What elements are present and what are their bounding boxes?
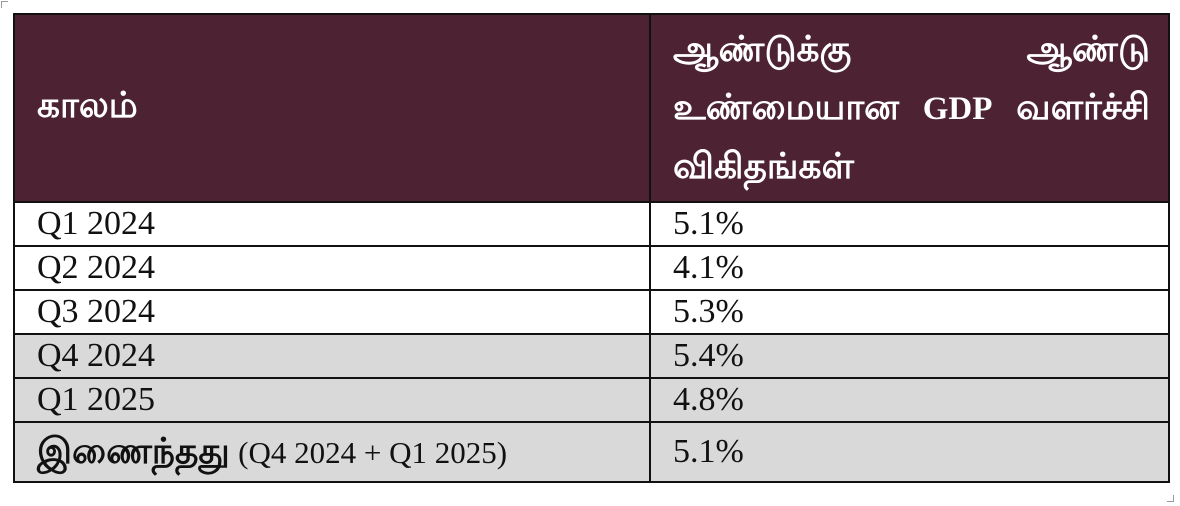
combined-label: இணைந்தது [37,430,230,472]
rate-cell: 4.8% [649,377,1170,423]
table-body: Q1 2024 5.1% Q2 2024 4.1% Q3 2024 5.3% Q… [13,201,1170,483]
header-rate-line3: வளர்ச்சி விகிதங்கள் [673,86,1150,187]
header-row: காலம் ஆண்டுக்கு ஆண்டு உண்மையான GDP வளர்ச… [13,13,1170,203]
header-rate-line2-tamil: உண்மையான [673,86,900,128]
period-cell: Q1 2024 [13,201,651,247]
period-cell: Q1 2025 [13,377,651,423]
rate-cell: 5.3% [649,289,1170,335]
table-row: Q1 2024 5.1% [13,201,1170,247]
header-rate-line1: ஆண்டுக்கு ஆண்டு [673,28,1150,70]
table-row: Q2 2024 4.1% [13,245,1170,291]
period-cell: Q2 2024 [13,245,651,291]
period-cell: Q4 2024 [13,333,651,379]
rate-cell: 4.1% [649,245,1170,291]
table-row: Q1 2025 4.8% [13,377,1170,423]
header-period: காலம் [13,13,651,203]
header-rate-gdp: GDP [922,90,993,127]
table-row: Q3 2024 5.3% [13,289,1170,335]
rate-cell: 5.4% [649,333,1170,379]
combined-row: இணைந்தது (Q4 2024 + Q1 2025) 5.1% [13,421,1170,483]
header-growth-rate: ஆண்டுக்கு ஆண்டு உண்மையான GDP வளர்ச்சி வி… [649,13,1170,203]
table-header: காலம் ஆண்டுக்கு ஆண்டு உண்மையான GDP வளர்ச… [13,13,1170,203]
crop-mark-bottom-right [1167,495,1174,502]
rate-cell: 5.1% [649,201,1170,247]
gdp-growth-table: காலம் ஆண்டுக்கு ஆண்டு உண்மையான GDP வளர்ச… [13,13,1170,483]
combined-range: (Q4 2024 + Q1 2025) [238,434,508,470]
period-cell: Q3 2024 [13,289,651,335]
table-row: Q4 2024 5.4% [13,333,1170,379]
combined-period-cell: இணைந்தது (Q4 2024 + Q1 2025) [13,421,651,483]
combined-rate-cell: 5.1% [649,421,1170,483]
crop-mark-top-left [1,1,8,8]
header-period-label: காலம் [37,85,138,126]
